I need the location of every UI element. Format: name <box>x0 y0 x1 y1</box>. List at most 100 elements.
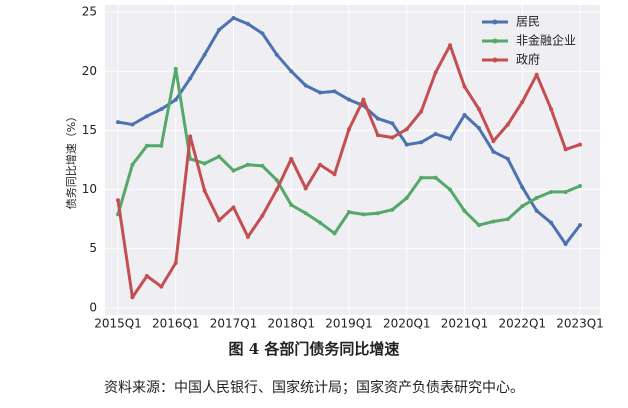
point <box>419 109 424 114</box>
y-tick-label: 0 <box>89 300 97 314</box>
point <box>332 231 337 236</box>
point <box>520 204 525 209</box>
point <box>462 84 467 89</box>
point <box>462 208 467 213</box>
point <box>563 242 568 247</box>
point <box>245 234 250 239</box>
point <box>578 142 582 147</box>
point <box>491 219 496 224</box>
point <box>202 188 207 193</box>
point <box>274 187 279 192</box>
legend-label: 居民 <box>516 15 540 29</box>
legend-marker <box>492 19 498 25</box>
point <box>347 210 351 215</box>
point <box>144 273 149 278</box>
point <box>332 89 337 94</box>
point <box>448 136 453 141</box>
point <box>419 175 424 180</box>
point <box>260 31 265 36</box>
chart-title: 图 4 各部门债务同比增速 <box>229 340 400 358</box>
point <box>318 90 323 95</box>
point <box>549 189 554 194</box>
point <box>159 284 164 289</box>
x-tick-label: 2016Q1 <box>152 317 200 331</box>
point <box>144 114 149 119</box>
point <box>245 21 250 26</box>
point <box>390 135 395 140</box>
point <box>144 143 149 148</box>
point <box>448 43 453 48</box>
point <box>289 202 294 207</box>
point <box>549 107 554 112</box>
legend-marker <box>492 38 498 44</box>
point <box>390 121 395 126</box>
point <box>188 76 193 81</box>
point <box>231 168 236 173</box>
legend-label: 政府 <box>516 52 540 67</box>
point <box>245 162 250 167</box>
point <box>491 149 496 154</box>
y-tick-label: 15 <box>82 123 97 137</box>
legend-label: 非金融企业 <box>516 33 576 48</box>
point <box>505 156 510 161</box>
point <box>448 187 453 192</box>
point <box>433 70 438 75</box>
point <box>361 212 366 217</box>
x-tick-label: 2022Q1 <box>498 317 546 331</box>
point <box>130 162 135 167</box>
point <box>404 142 409 147</box>
point <box>159 143 164 148</box>
point <box>390 207 395 212</box>
point <box>202 161 207 166</box>
point <box>563 189 568 194</box>
point <box>202 52 207 57</box>
point <box>578 223 582 228</box>
x-tick-label: 2023Q1 <box>556 317 604 331</box>
point <box>505 122 510 127</box>
point <box>505 217 510 222</box>
point <box>188 134 193 139</box>
point <box>419 140 424 145</box>
y-tick-label: 20 <box>82 64 97 78</box>
point <box>173 97 178 102</box>
point <box>534 72 539 77</box>
point <box>520 185 525 190</box>
x-tick-label: 2015Q1 <box>94 317 142 331</box>
point <box>303 83 308 88</box>
point <box>433 175 438 180</box>
x-tick-label: 2021Q1 <box>441 317 489 331</box>
point <box>231 16 236 21</box>
x-tick-label: 2019Q1 <box>325 317 373 331</box>
point <box>404 127 409 132</box>
point <box>476 107 481 112</box>
point <box>217 218 222 223</box>
point <box>173 66 178 71</box>
point <box>375 133 380 138</box>
point <box>578 184 582 189</box>
x-tick-label: 2018Q1 <box>267 317 315 331</box>
point <box>347 97 351 102</box>
point <box>260 213 265 218</box>
point <box>130 122 135 127</box>
point <box>375 211 380 216</box>
y-tick-label: 5 <box>89 241 97 255</box>
point <box>116 120 120 125</box>
point <box>303 186 308 191</box>
point <box>534 195 539 200</box>
point <box>462 113 467 118</box>
point <box>260 163 265 168</box>
y-tick-label: 25 <box>82 5 97 19</box>
point <box>130 295 135 300</box>
point <box>217 154 222 159</box>
point <box>404 195 409 200</box>
x-tick-label: 2020Q1 <box>383 317 431 331</box>
point <box>491 139 496 144</box>
point <box>173 260 178 265</box>
x-tick-label: 2017Q1 <box>210 317 258 331</box>
point <box>217 27 222 32</box>
point <box>159 107 164 112</box>
point <box>274 178 279 183</box>
legend-marker <box>492 57 498 63</box>
point <box>318 220 323 225</box>
